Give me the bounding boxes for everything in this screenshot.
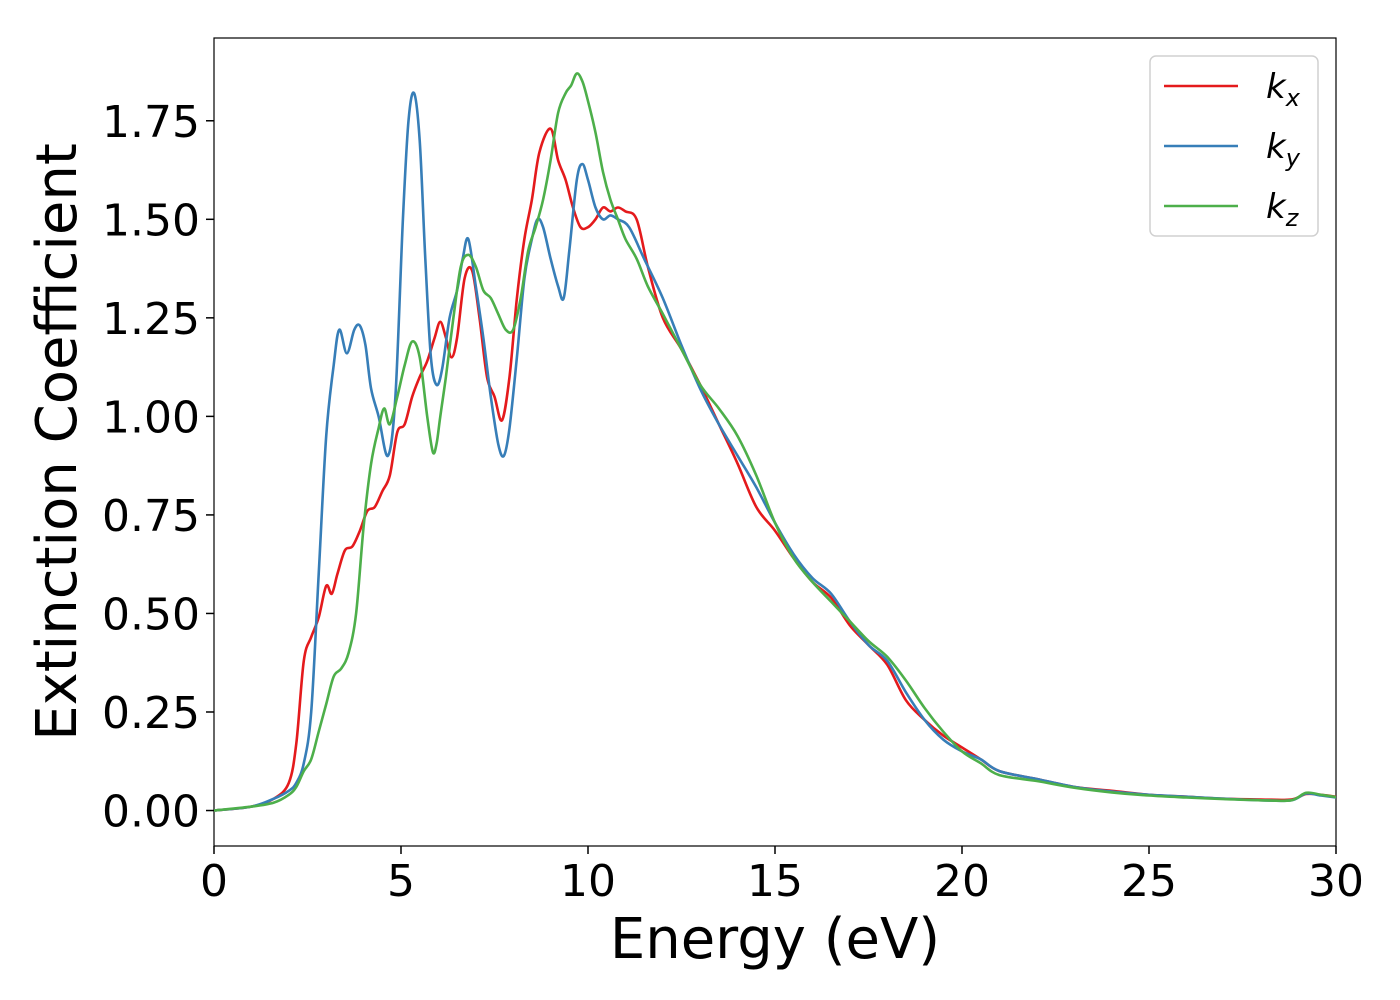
y-tick-label: 0.75: [102, 491, 200, 542]
legend: kx ky kz: [1149, 55, 1319, 237]
y-tick-label: 0.25: [102, 688, 200, 739]
series-line-z: [214, 72, 1336, 812]
y-tick-label: 1.00: [102, 392, 200, 443]
x-tick-label: 5: [387, 856, 415, 907]
legend-label-y: ky: [1266, 127, 1301, 172]
y-tick-label: 0.00: [102, 787, 200, 838]
y-axis-ticks: 0.00 0.25 0.50 0.75 1.00 1.25 1.50 1.75: [102, 97, 214, 838]
y-axis-label: Extinction Coefficient: [25, 143, 90, 741]
x-tick-label: 15: [747, 856, 803, 907]
legend-label-x: kx: [1266, 67, 1301, 112]
series-line-y: [214, 91, 1336, 812]
y-tick-label: 0.50: [102, 589, 200, 640]
x-tick-label: 20: [934, 856, 990, 907]
plot-area: [213, 37, 1337, 847]
y-tick-label: 1.25: [102, 294, 200, 345]
series-lines: [214, 72, 1336, 812]
y-tick-label: 1.75: [102, 97, 200, 148]
x-axis-ticks: 0 5 10 15 20 25 30: [200, 846, 1364, 907]
x-tick-label: 10: [560, 856, 616, 907]
x-tick-label: 0: [200, 856, 228, 907]
y-tick-label: 1.50: [102, 195, 200, 246]
x-tick-label: 25: [1121, 856, 1177, 907]
legend-label-z: kz: [1266, 187, 1300, 232]
x-tick-label: 30: [1308, 856, 1364, 907]
x-axis-label: Energy (eV): [610, 907, 940, 972]
